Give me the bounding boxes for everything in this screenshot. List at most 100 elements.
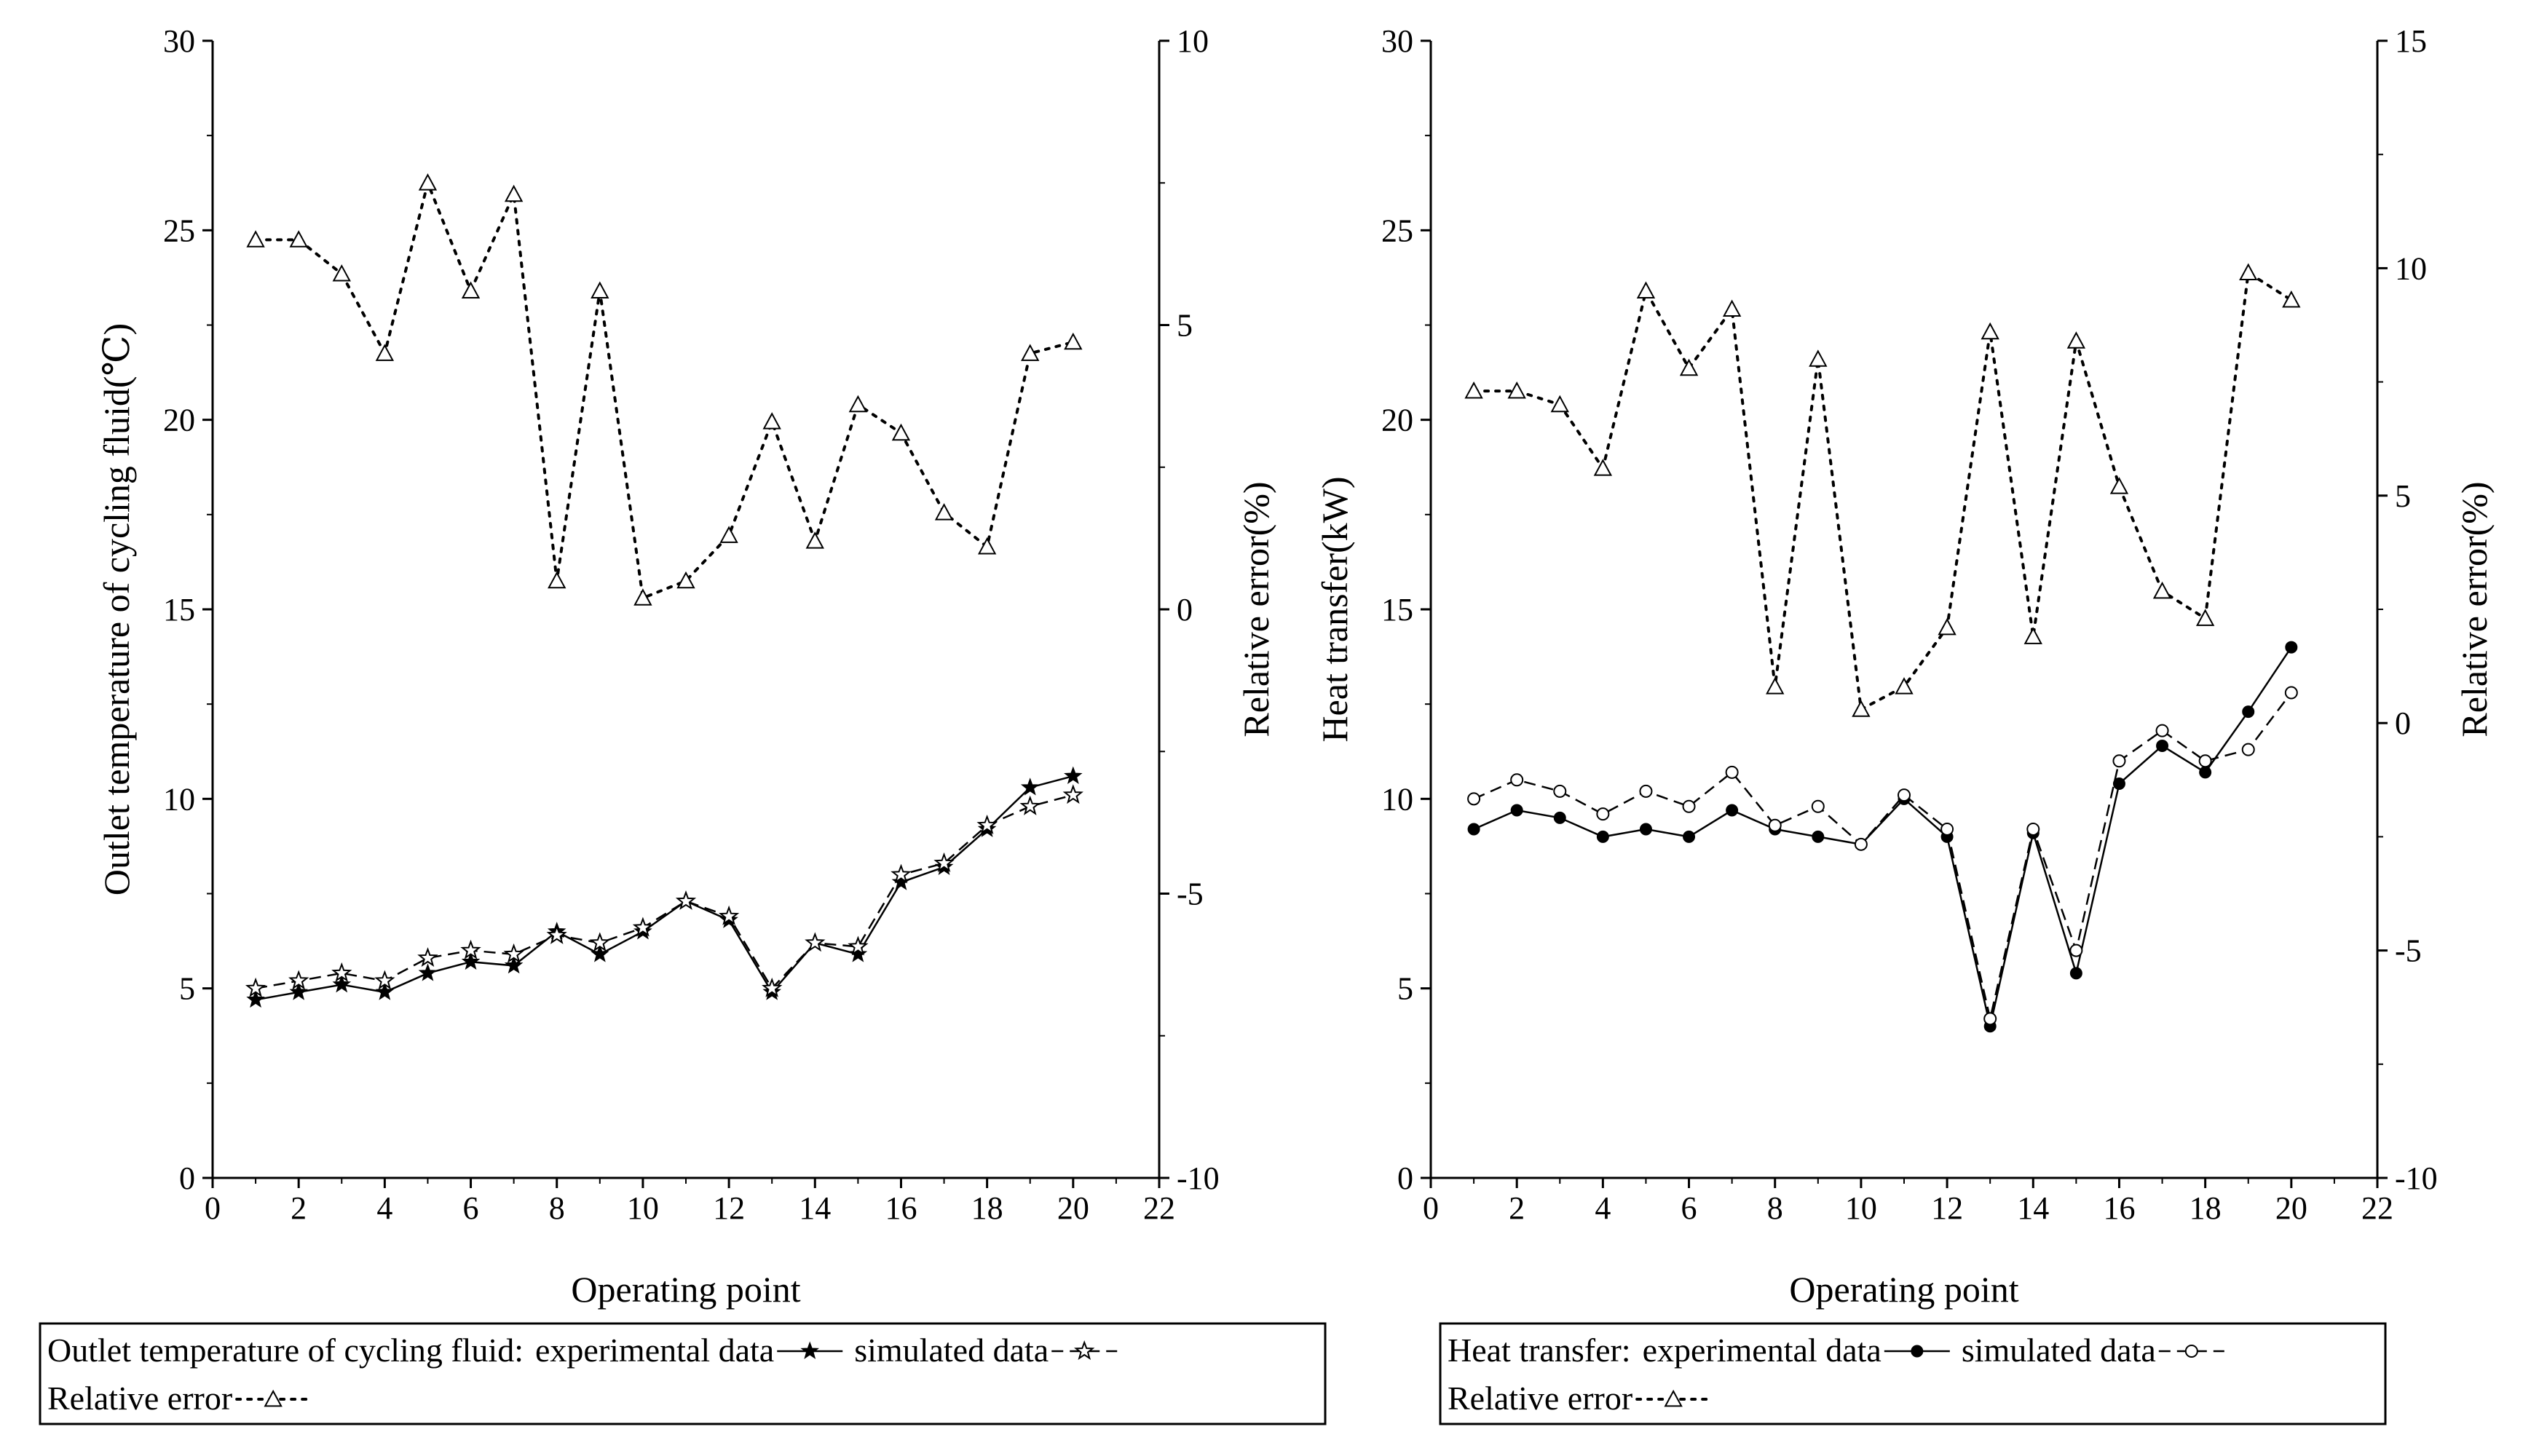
y-right-tick-label: 5 xyxy=(1177,308,1193,344)
x-axis-title: Operating point xyxy=(571,1269,800,1310)
series-relative-error-point xyxy=(1064,332,1083,350)
chart-outlet-temperature: 0 2 4 6 8 10 12 14 16 18 20 22 0 5 10 15 20 25 30 -10 -5 0 5 10… xyxy=(39,23,1327,1425)
x-tick-label: 20 xyxy=(2275,1190,2307,1226)
series-relative-error-point xyxy=(891,423,911,441)
series-relative-error-point xyxy=(548,571,566,589)
legend: Heat transfer: experimental data simulated… xyxy=(1439,1322,2387,1425)
x-tick-label: 14 xyxy=(2017,1190,2049,1226)
series-relative-error-point xyxy=(461,281,481,298)
x-tick-label: 18 xyxy=(2190,1190,2222,1226)
series-relative-error-point xyxy=(1895,677,1914,695)
series-experimental-point xyxy=(1064,766,1083,784)
series-relative-error-point xyxy=(418,173,438,191)
legend-experimental-marker xyxy=(800,1341,819,1359)
y-left-tick-label: 10 xyxy=(1381,781,1413,817)
y-right-axis-title: Relative error(%) xyxy=(2454,481,2495,737)
series-relative-error-point xyxy=(633,588,652,606)
series-simulated-point xyxy=(1854,837,1868,851)
x-tick-label: 16 xyxy=(2103,1190,2135,1226)
y-left-tick-label: 15 xyxy=(163,592,195,628)
legend-experimental-label: experimental data xyxy=(535,1332,774,1369)
series-simulated-point xyxy=(675,890,697,910)
x-tick-label: 10 xyxy=(627,1190,659,1226)
legend-relative-error-label: Relative error xyxy=(47,1380,232,1417)
series-simulated-point xyxy=(288,970,309,990)
series-relative-error-point xyxy=(2066,331,2086,349)
series-simulated-point xyxy=(1983,1012,1997,1026)
series-simulated-point xyxy=(589,932,610,952)
series-relative-error-point xyxy=(2023,627,2042,644)
x-tick-label: 12 xyxy=(713,1190,745,1226)
y-right-tick-label: 5 xyxy=(2395,478,2411,514)
series-relative-error-point xyxy=(1722,299,1742,317)
x-tick-label: 2 xyxy=(1509,1190,1525,1226)
series-simulated-point xyxy=(1639,784,1653,798)
series-simulated-point xyxy=(245,977,266,997)
x-tick-label: 2 xyxy=(291,1190,307,1226)
legend-relative-error-marker xyxy=(264,1389,283,1407)
legend-box xyxy=(1439,1322,2387,1425)
legend-experimental-marker xyxy=(1911,1345,1924,1358)
series-simulated-point xyxy=(1510,773,1524,787)
y-right-tick-label: -10 xyxy=(2395,1160,2438,1196)
x-tick-label: 0 xyxy=(1423,1190,1439,1226)
y-left-tick-label: 0 xyxy=(179,1160,195,1196)
series-relative-error-point xyxy=(591,281,609,298)
x-tick-label: 16 xyxy=(885,1190,917,1226)
series-relative-error-point xyxy=(1507,381,1526,399)
series-simulated-point xyxy=(1725,765,1739,779)
series-experimental-line xyxy=(255,775,1074,1001)
legend-experimental-label: experimental data xyxy=(1643,1332,1882,1369)
x-tick-label: 18 xyxy=(971,1190,1003,1226)
series-experimental-point xyxy=(418,963,438,981)
series-relative-error-point xyxy=(719,526,738,543)
series-simulated-line xyxy=(255,794,1074,990)
series-simulated-point xyxy=(1682,799,1696,813)
series-relative-error-point xyxy=(2195,609,2215,626)
x-axis-title: Operating point xyxy=(1789,1269,2018,1310)
series-relative-error-point xyxy=(934,503,954,521)
series-experimental-point xyxy=(1812,830,1825,843)
series-simulated-point xyxy=(805,932,826,952)
series-simulated-point xyxy=(1019,795,1041,815)
series-simulated-point xyxy=(891,863,912,884)
y-left-tick-label: 25 xyxy=(1381,213,1413,248)
series-experimental-point xyxy=(246,989,265,1008)
series-experimental-point xyxy=(2199,766,2212,779)
series-simulated-point xyxy=(762,977,783,997)
legend-simulated-label: simulated data xyxy=(854,1332,1049,1369)
legend-title: Heat transfer: xyxy=(1448,1332,1631,1369)
series-simulated-point xyxy=(2026,822,2040,836)
series-experimental-point xyxy=(1596,830,1609,843)
y-right-tick-label: -10 xyxy=(1177,1160,1220,1196)
x-tick-label: 4 xyxy=(1595,1190,1611,1226)
series-relative-error-point xyxy=(2152,581,2172,599)
series-relative-error-point xyxy=(805,531,824,549)
series-relative-error-point xyxy=(1981,322,1999,340)
legend-simulated-marker xyxy=(1074,1340,1095,1361)
series-simulated-point xyxy=(1062,784,1083,804)
series-experimental-point xyxy=(1683,830,1696,843)
series-experimental-point xyxy=(461,951,481,970)
series-simulated-point xyxy=(848,935,869,956)
series-simulated-point xyxy=(2241,743,2255,756)
y-left-tick-label: 5 xyxy=(179,971,195,1007)
x-tick-label: 6 xyxy=(463,1190,479,1226)
y-left-tick-label: 15 xyxy=(1381,592,1413,628)
x-tick-label: 22 xyxy=(1143,1190,1175,1226)
series-relative-error-point xyxy=(1809,349,1828,367)
legend-title: Outlet temperature of cycling fluid: xyxy=(47,1332,524,1369)
x-tick-label: 4 xyxy=(376,1190,392,1226)
series-experimental-point xyxy=(2242,705,2255,719)
series-experimental-point xyxy=(1726,804,1739,817)
series-simulated-point xyxy=(460,939,481,960)
series-experimental-point xyxy=(289,982,308,1000)
series-experimental-line xyxy=(1473,646,2292,1026)
series-simulated-point xyxy=(1596,807,1610,821)
series-simulated-point xyxy=(1467,792,1481,806)
series-experimental-point xyxy=(2285,641,2298,654)
series-relative-error-point xyxy=(977,537,997,555)
x-tick-label: 10 xyxy=(1845,1190,1877,1226)
series-relative-error-point xyxy=(2282,290,2301,308)
series-experimental-point xyxy=(848,944,868,962)
